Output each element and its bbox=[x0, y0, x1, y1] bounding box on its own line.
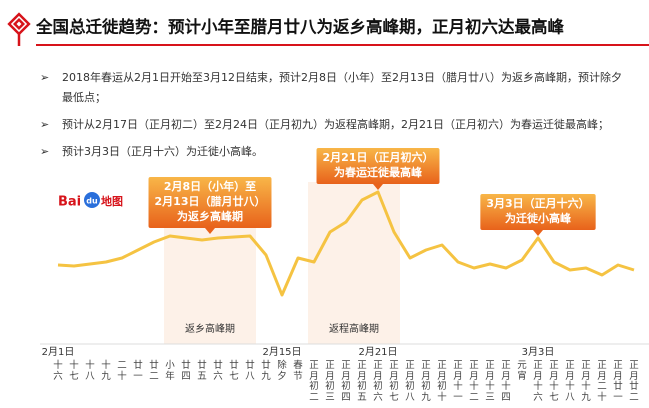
bullet-text: 最低点； bbox=[62, 91, 106, 104]
x-tick-label: 正月廿二 bbox=[629, 360, 639, 403]
x-tick-label: 春节 bbox=[293, 360, 303, 382]
period-band bbox=[308, 182, 400, 344]
x-tick-label: 小年 bbox=[165, 360, 175, 382]
x-tick-label: 正月十二 bbox=[469, 360, 479, 403]
callout: 2月21日（正月初六）为春运迁徙最高峰 bbox=[316, 148, 440, 190]
x-tick-label: 正月十一 bbox=[453, 360, 463, 403]
date-tick-label: 2月21日 bbox=[358, 346, 397, 358]
x-tick-label: 正月初五 bbox=[357, 360, 367, 403]
callout-text: 为返乡高峰期 bbox=[177, 209, 243, 223]
x-tick-label: 廿五 bbox=[197, 360, 207, 382]
x-tick-label: 正月初九 bbox=[421, 360, 431, 403]
x-tick-label: 正月初四 bbox=[341, 360, 351, 403]
bullet-arrow: ➢ bbox=[40, 145, 49, 158]
date-tick-label: 3月3日 bbox=[522, 346, 555, 358]
x-tick-label: 廿七 bbox=[229, 360, 239, 382]
x-tick-label: 除夕 bbox=[277, 360, 287, 382]
x-tick-label: 正月初三 bbox=[325, 360, 335, 403]
callout-text: 2月8日（小年）至 bbox=[164, 179, 256, 193]
bullet-arrow: ➢ bbox=[40, 71, 49, 84]
x-tick-label: 廿九 bbox=[261, 360, 271, 382]
callout-box bbox=[480, 194, 596, 230]
callout-text: 2月21日（正月初六） bbox=[323, 150, 434, 164]
x-tick-label: 十九 bbox=[101, 360, 111, 382]
bullet-text: 预计从2月17日（正月初二）至2月24日（正月初九）为返程高峰期，2月21日（正… bbox=[62, 117, 609, 131]
x-tick-label: 正月二十 bbox=[597, 360, 607, 403]
x-tick-label: 二十 bbox=[117, 360, 127, 382]
period-label: 返程高峰期 bbox=[329, 322, 379, 335]
trend-line bbox=[57, 190, 635, 297]
callout-box bbox=[148, 177, 272, 228]
title: 全国总迁徙趋势：预计小年至腊月廿八为返乡高峰期，正月初六达最高峰 bbox=[35, 17, 565, 37]
x-tick-label: 正月十三 bbox=[485, 360, 495, 403]
x-tick-label: 正月十六 bbox=[533, 360, 543, 403]
callout: 3月3日（正月十六）为迁徙小高峰 bbox=[480, 194, 596, 236]
x-tick-label: 正月初十 bbox=[437, 360, 447, 403]
callout-pointer bbox=[205, 228, 215, 234]
date-tick-label: 2月1日 bbox=[42, 346, 75, 358]
x-tick-label: 十六 bbox=[53, 360, 63, 382]
x-tick-label: 廿二 bbox=[149, 360, 159, 382]
x-tick-label: 正月十九 bbox=[581, 360, 591, 403]
callout-box bbox=[316, 148, 440, 184]
x-tick-label: 廿四 bbox=[181, 360, 191, 382]
logo: Bai du 地图 bbox=[58, 192, 123, 210]
bullet-text: 2018年春运从2月1日开始至3月12日结束，预计2月8日（小年）至2月13日（… bbox=[62, 70, 622, 84]
x-tick-label: 正月初八 bbox=[405, 360, 415, 403]
x-tick-label: 元宵 bbox=[517, 360, 527, 382]
x-tick-label: 廿六 bbox=[213, 360, 223, 382]
callout-text: 2月13日（腊月廿八） bbox=[155, 194, 266, 208]
x-tick-label: 廿八 bbox=[245, 360, 255, 382]
x-tick-label: 正月初七 bbox=[389, 360, 399, 403]
logo-paw bbox=[84, 192, 100, 208]
x-tick-label: 正月初六 bbox=[373, 360, 383, 403]
callout-text: 为春运迁徙最高峰 bbox=[334, 165, 423, 179]
knot-icon bbox=[7, 12, 31, 46]
logo-text: 地图 bbox=[101, 194, 123, 208]
bullet-arrow: ➢ bbox=[40, 118, 49, 131]
x-tick-label: 正月廿一 bbox=[613, 360, 623, 403]
bullet-text: 预计3月3日（正月十六）为迁徙小高峰。 bbox=[62, 144, 263, 158]
callout-pointer bbox=[373, 184, 383, 190]
x-tick-label: 正月十四 bbox=[501, 360, 511, 403]
logo-text: Bai bbox=[58, 195, 81, 210]
x-tick-label: 正月十八 bbox=[565, 360, 575, 403]
x-tick-label: 正月初二 bbox=[309, 360, 319, 403]
callout: 2月8日（小年）至2月13日（腊月廿八）为返乡高峰期 bbox=[148, 177, 272, 234]
x-tick-label: 十七 bbox=[69, 360, 79, 382]
period-label: 返乡高峰期 bbox=[185, 322, 235, 335]
callout-text: 为迁徙小高峰 bbox=[505, 211, 572, 225]
date-tick-label: 2月15日 bbox=[262, 346, 301, 358]
callout-pointer bbox=[533, 230, 543, 236]
x-tick-label: 正月十七 bbox=[549, 360, 559, 403]
x-tick-label: 廿一 bbox=[133, 360, 143, 382]
logo-text: du bbox=[86, 197, 98, 206]
x-tick-label: 十八 bbox=[85, 360, 95, 382]
callout-text: 3月3日（正月十六） bbox=[486, 196, 589, 210]
